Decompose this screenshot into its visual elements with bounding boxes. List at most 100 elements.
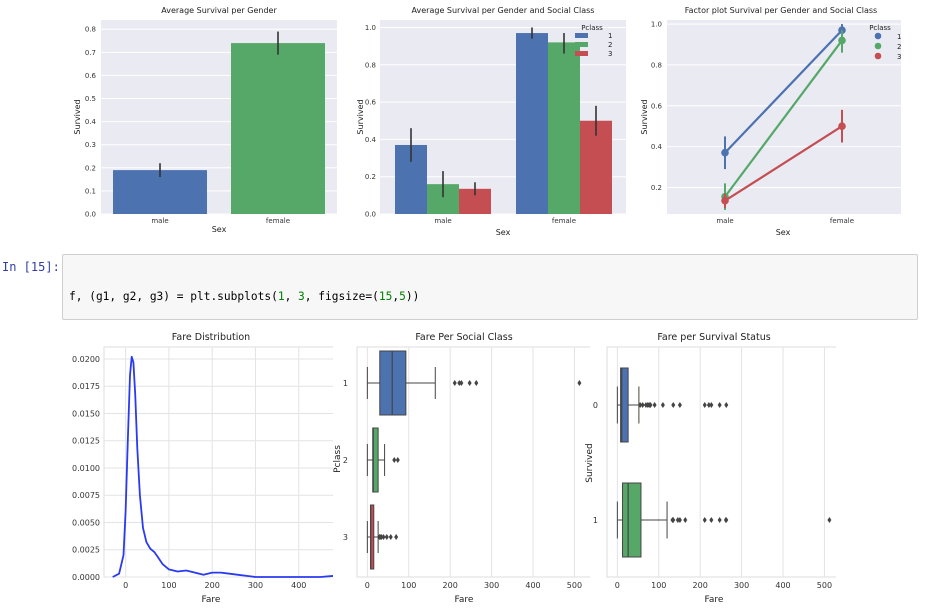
outlier-marker — [474, 380, 479, 386]
outlier-marker — [702, 402, 707, 408]
y-tick-label: 0.3 — [85, 141, 96, 149]
point-female-class-3 — [838, 122, 846, 130]
outlier-marker — [677, 517, 682, 523]
y-tick-label: 0.0000 — [72, 573, 100, 582]
y-tick-label: 1 — [343, 379, 348, 388]
x-tick-label: female — [552, 217, 576, 225]
y-tick-label: 0.0025 — [72, 546, 100, 555]
x-axis-label: Sex — [496, 228, 511, 237]
y-tick-label: 0.8 — [651, 61, 662, 69]
chart-fare-distribution: Fare Distribution 01002003004005000.0000… — [72, 332, 333, 605]
y-tick-label: 0.0 — [85, 211, 96, 219]
y-tick-label: 0.2 — [85, 164, 96, 172]
x-tick-label: 300 — [734, 581, 749, 590]
outlier-marker — [638, 402, 643, 408]
y-tick-label: 0.2 — [651, 184, 662, 192]
legend-label: 1 — [608, 32, 612, 40]
x-tick-label: 400 — [775, 581, 790, 590]
outlier-marker — [381, 534, 386, 540]
legend-label: 3 — [608, 50, 612, 58]
legend-marker — [874, 52, 882, 60]
x-tick-label: 100 — [651, 581, 666, 590]
y-tick-label: 1.0 — [365, 24, 376, 32]
y-tick-label: 0.6 — [85, 72, 97, 80]
y-tick-label: 0.0150 — [72, 409, 100, 418]
chart-avg-survival-gender: Average Survival per Gender 0.0 0.1 0.2 0.3… — [73, 6, 337, 234]
outlier-marker — [467, 380, 472, 386]
outlier-marker — [577, 380, 582, 386]
outlier-marker — [683, 517, 688, 523]
point-male-class-1 — [721, 148, 729, 157]
series-line-class-2 — [724, 39, 843, 198]
legend-swatch — [575, 51, 588, 56]
chart-title: Factor plot Survival per Gender and Soci… — [685, 6, 877, 15]
kde-line — [112, 355, 333, 578]
code-cell[interactable]: In [15]: f, (g1, g2, g3) = plt.subplots(… — [0, 252, 936, 324]
x-tick-label: female — [830, 217, 854, 225]
chart-title: Fare Per Social Class — [415, 332, 512, 343]
y-tick-label: 0.8 — [85, 26, 96, 34]
outlier-marker — [648, 402, 653, 408]
outlier-marker — [392, 457, 397, 463]
outlier-marker — [717, 517, 722, 523]
outlier-marker — [652, 402, 657, 408]
outlier-marker — [671, 517, 676, 523]
chart-avg-survival-gender-class: Average Survival per Gender and Social C… — [356, 6, 626, 237]
x-tick-label: 100 — [161, 581, 176, 590]
y-tick-label: 0.1 — [85, 187, 96, 195]
chart-title: Fare Distribution — [172, 332, 250, 343]
x-axis-label: Fare — [455, 595, 474, 605]
x-tick-label: 500 — [567, 581, 582, 590]
y-tick-label: 3 — [343, 533, 348, 542]
outlier-marker — [388, 534, 393, 540]
y-tick-label: 0.0 — [365, 211, 376, 219]
legend-marker — [874, 42, 882, 50]
y-axis-label: Survived — [73, 99, 82, 134]
outlier-marker — [709, 517, 714, 523]
y-tick-label: 0.0100 — [72, 464, 100, 473]
x-axis-label: Fare — [705, 595, 724, 605]
y-tick-label: 0.2 — [365, 173, 376, 181]
bar-female — [231, 43, 325, 214]
outlier-marker — [675, 517, 680, 523]
x-tick-label: 0 — [123, 581, 128, 590]
y-tick-label: 0.4 — [365, 136, 377, 144]
x-axis-label: Fare — [202, 595, 221, 605]
chart-fare-per-survival: Fare per Survival Status 0 100 200 300 400 50… — [585, 332, 836, 605]
outlier-marker — [671, 402, 676, 408]
legend-marker — [874, 32, 882, 40]
x-tick-label: 100 — [401, 581, 416, 590]
y-axis-label: Survived — [585, 443, 595, 483]
series-line-class-1 — [724, 29, 843, 154]
legend-swatch — [575, 42, 588, 47]
y-tick-label: 2 — [343, 456, 348, 465]
x-axis-label: Sex — [776, 228, 791, 237]
y-tick-label: 0.0200 — [72, 355, 100, 364]
x-tick-label: 200 — [205, 581, 220, 590]
legend-swatch — [575, 33, 588, 38]
outlier-marker — [457, 380, 462, 386]
bar-male — [113, 170, 207, 214]
outlier-marker — [452, 380, 457, 386]
point-male-class-3 — [721, 196, 729, 205]
y-tick-label: 0.4 — [651, 143, 663, 151]
x-tick-label: male — [716, 217, 733, 225]
x-tick-label: 0 — [615, 581, 620, 590]
code-editor[interactable]: f, (g1, g2, g3) = plt.subplots(1, 3, fig… — [62, 254, 918, 320]
legend-title: Pclass — [581, 24, 603, 32]
x-tick-label: 400 — [291, 581, 306, 590]
outlier-marker — [709, 402, 714, 408]
legend-title: Pclass — [869, 24, 891, 32]
chart-fare-per-class: Fare Per Social Class 0 100 200 300 400 500 1 2… — [333, 332, 590, 605]
legend-label: 2 — [897, 43, 901, 51]
cell-prompt: In [15]: — [2, 260, 60, 274]
y-tick-label: 0.7 — [85, 49, 96, 57]
code-line: f, (g1, g2, g3) = plt.subplots(1, 3, fig… — [69, 290, 420, 304]
y-tick-label: 0.0075 — [72, 491, 100, 500]
bar-female-class-1 — [516, 33, 548, 214]
y-tick-label: 0.6 — [651, 102, 663, 110]
outlier-marker — [640, 402, 645, 408]
x-tick-label: female — [266, 217, 290, 225]
outlier-marker — [702, 517, 707, 523]
y-tick-label: 1 — [593, 516, 598, 525]
